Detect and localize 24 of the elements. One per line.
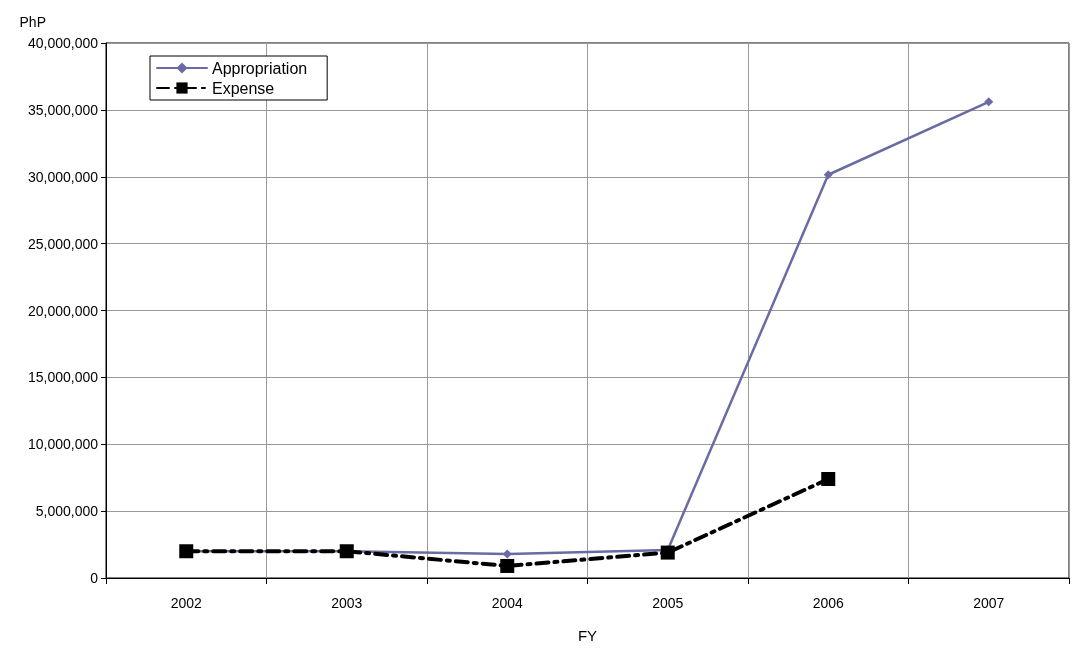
y-axis-title: PhP (19, 14, 46, 30)
legend-label: Appropriation (212, 59, 308, 77)
y-tick-label: 30,000,000 (27, 168, 99, 185)
point (660, 545, 675, 560)
point (821, 472, 836, 487)
x-axis-title: FY (577, 627, 598, 644)
y-tick-label: 25,000,000 (27, 235, 99, 252)
y-tick-label: 5,000,000 (35, 503, 99, 520)
point (984, 97, 994, 107)
y-tick-label: 0 (90, 570, 99, 586)
legend-label: Expense (212, 79, 275, 97)
y-tick-label: 10,000,000 (27, 436, 99, 453)
y-tick-label: 20,000,000 (27, 302, 99, 319)
x-tick-label: 2003 (331, 595, 363, 611)
point (823, 170, 833, 180)
x-tick-label: 2005 (652, 595, 684, 611)
x-tick-label: 2004 (491, 595, 524, 611)
y-tick-label: 35,000,000 (27, 101, 99, 118)
y-tick-label: 15,000,000 (27, 369, 99, 386)
x-tick-label: 2006 (812, 595, 845, 611)
point (500, 558, 515, 573)
x-tick-label: 2007 (973, 595, 1005, 611)
x-tick-label: 2002 (170, 595, 203, 611)
y-tick-label: 40,000,000 (27, 35, 99, 51)
